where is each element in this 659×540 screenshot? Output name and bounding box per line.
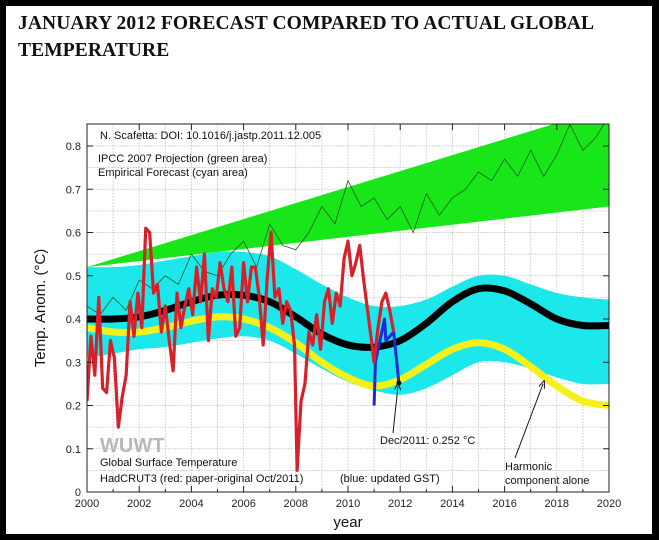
harmonic-label-line1: Harmonic: [505, 461, 553, 473]
y-tick-label: 0.3: [66, 357, 81, 369]
updated-gst-line: [372, 317, 401, 406]
y-axis-label: Temp. Anom. (°C): [32, 249, 49, 368]
y-tick-label: 0.2: [66, 401, 81, 413]
harmonic-component-line: [87, 313, 609, 409]
harmonic-arrow: [514, 384, 543, 459]
x-tick-label: 2018: [545, 498, 569, 510]
hadcrut-label: HadCRUT3 (red: paper-original Oct/2011): [100, 473, 303, 485]
x-tick-label: 2004: [179, 498, 203, 510]
y-tick-label: 0.7: [66, 184, 81, 196]
dec2011-label: Dec/2011: 0.252 °C: [380, 435, 475, 447]
x-tick-label: 2012: [388, 498, 412, 510]
x-tick-label: 2000: [75, 498, 99, 510]
blue-note-label: (blue: updated GST): [340, 473, 440, 485]
y-tick-label: 0.6: [66, 228, 81, 240]
x-tick-label: 2006: [231, 498, 255, 510]
y-tick-label: 0: [75, 487, 81, 499]
y-tick-label: 0.4: [66, 314, 81, 326]
watermark: WUWT: [100, 435, 164, 457]
x-tick-label: 2014: [440, 498, 464, 510]
x-tick-label: 2002: [127, 498, 151, 510]
empirical-forecast-line: [87, 284, 609, 351]
x-tick-label: 2020: [597, 498, 621, 510]
x-tick-label: 2016: [492, 498, 516, 510]
dec2011-point: [396, 380, 402, 386]
y-tick-label: 0.8: [66, 141, 81, 153]
page-title: JANUARY 2012 FORECAST COMPARED TO ACTUAL…: [18, 13, 594, 61]
empirical-legend-text: Empirical Forecast (cyan area): [98, 167, 248, 179]
harmonic-label-line2: component alone: [505, 475, 589, 487]
x-tick-label: 2008: [284, 498, 308, 510]
ipcc-projection-area: [87, 124, 609, 268]
x-tick-label: 2010: [336, 498, 360, 510]
dec2011-arrow: [392, 386, 398, 434]
doi-annotation: N. Scafetta: DOI: 10.1016/j.jastp.2011.1…: [100, 130, 321, 142]
ipcc-model-line: [87, 124, 605, 316]
y-tick-label: 0.5: [66, 271, 81, 283]
hadcrut3-line: [87, 226, 396, 472]
x-axis-label: year: [333, 514, 362, 531]
gst-label: Global Surface Temperature: [100, 457, 237, 469]
ipcc-legend-text: IPCC 2007 Projection (green area): [98, 153, 267, 165]
y-tick-label: 0.1: [66, 444, 81, 456]
